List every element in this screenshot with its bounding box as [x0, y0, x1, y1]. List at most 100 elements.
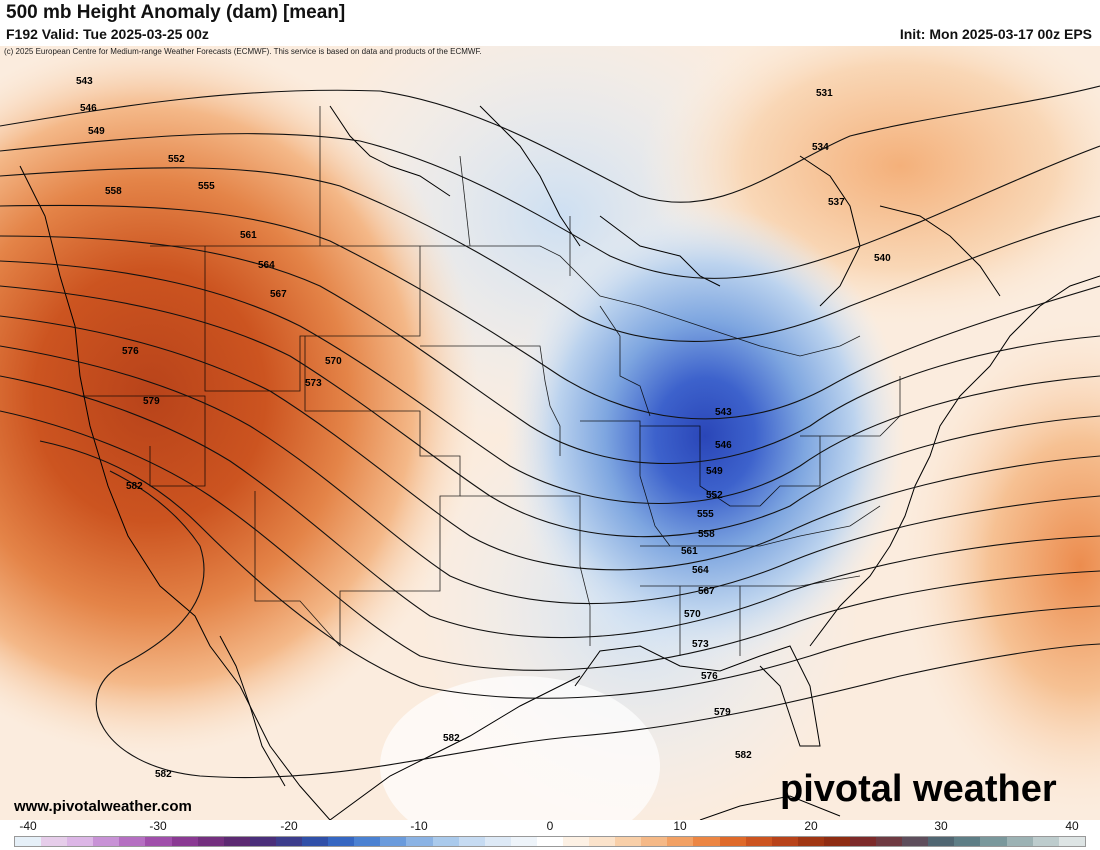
colorbar-swatch	[615, 837, 642, 846]
colorbar-tick: 40	[1065, 819, 1079, 833]
header: 500 mb Height Anomaly (dam) [mean] F192 …	[0, 0, 1100, 48]
colorbar-swatch	[67, 837, 94, 846]
ridge-anomaly	[0, 46, 480, 756]
colorbar-swatch	[1006, 837, 1033, 846]
contour-label-549: 549	[88, 126, 105, 137]
colorbar-swatch	[406, 837, 433, 846]
colorbar-swatch	[510, 837, 537, 846]
contour-label-531: 531	[816, 88, 833, 99]
contour-label-567: 567	[270, 289, 287, 300]
contour-label-573: 573	[305, 378, 322, 389]
contour-label-582-east: 582	[735, 750, 752, 761]
political-borders	[80, 106, 901, 656]
colorbar-swatch	[823, 837, 850, 846]
colorbar-swatch	[15, 837, 42, 846]
colorbar-swatch	[641, 837, 668, 846]
contour-label-552-low: 552	[706, 490, 723, 501]
credit-text: (c) 2025 European Centre for Medium-rang…	[4, 47, 482, 56]
colorbar-swatch	[719, 837, 746, 846]
contour-labels: 543 546 549 552 555 558 561 564 567 570 …	[76, 76, 891, 780]
colorbar-swatch	[275, 837, 303, 846]
valid-time: F192 Valid: Tue 2025-03-25 00z	[6, 26, 209, 42]
contour-label-582-west: 582	[126, 481, 143, 492]
contour-label-546-low: 546	[715, 440, 732, 451]
map-area: 543 546 549 552 555 558 561 564 567 570 …	[0, 46, 1100, 820]
contour-label-579: 579	[143, 396, 160, 407]
colorbar	[14, 836, 1086, 847]
colorbar-swatch	[41, 837, 68, 846]
colorbar-swatch	[562, 837, 590, 846]
contour-label-576: 576	[122, 346, 139, 357]
colorbar-swatch	[797, 837, 824, 846]
colorbar-swatch	[589, 837, 616, 846]
colorbar-tick: 0	[546, 819, 554, 833]
contour-label-582-south: 582	[443, 733, 460, 744]
colorbar-swatch	[93, 837, 120, 846]
contour-label-564: 564	[258, 260, 275, 271]
colorbar-swatch	[745, 837, 772, 846]
contour-label-573-low: 573	[692, 639, 709, 650]
colorbar-tick: -40	[19, 819, 37, 833]
colorbar-swatch	[171, 837, 198, 846]
colorbar-tick: 20	[804, 819, 818, 833]
colorbar-swatch	[432, 837, 459, 846]
init-time: Init: Mon 2025-03-17 00z EPS	[899, 26, 1092, 42]
colorbar-ticks: -40 -30 -20 -10 0 10 20 30 40	[0, 819, 1100, 835]
colorbar-swatch	[980, 837, 1007, 846]
contour-label-561: 561	[240, 230, 257, 241]
colorbar-tick: -30	[149, 819, 167, 833]
colorbar-swatch	[197, 837, 224, 846]
colorbar-swatch	[302, 837, 329, 846]
colorbar-tick: -10	[410, 819, 428, 833]
map-svg: 543 546 549 552 555 558 561 564 567 570 …	[0, 46, 1100, 820]
contour-label-555: 555	[198, 181, 215, 192]
contour-label-579-low: 579	[714, 707, 731, 718]
colorbar-swatch	[458, 837, 485, 846]
contour-label-576-low: 576	[701, 671, 718, 682]
colorbar-swatch	[145, 837, 172, 846]
coastlines	[19, 105, 1100, 820]
contour-label-549-low: 549	[706, 466, 723, 477]
colorbar-tick: 10	[673, 819, 687, 833]
contour-label-570: 570	[325, 356, 342, 367]
map-title: 500 mb Height Anomaly (dam) [mean]	[6, 2, 346, 23]
contour-label-558-low: 558	[698, 529, 715, 540]
colorbar-swatch	[902, 837, 929, 846]
trough-anomaly	[505, 206, 905, 666]
colorbar-swatch	[249, 837, 276, 846]
contour-label-567-low: 567	[698, 586, 715, 597]
contour-label-543: 543	[76, 76, 93, 87]
colorbar-swatch	[771, 837, 798, 846]
contour-label-552: 552	[168, 154, 185, 165]
colorbar-swatch	[928, 837, 955, 846]
contour-label-564-low: 564	[692, 565, 709, 576]
colorbar-swatch	[328, 837, 355, 846]
colorbar-swatch	[484, 837, 511, 846]
contour-label-546: 546	[80, 103, 97, 114]
contour-label-534: 534	[812, 142, 829, 153]
contour-label-537: 537	[828, 197, 845, 208]
contour-label-555-low: 555	[697, 509, 714, 520]
colorbar-swatch	[667, 837, 694, 846]
colorbar-swatch	[380, 837, 407, 846]
colorbar-swatch	[1032, 837, 1059, 846]
colorbar-swatch	[354, 837, 381, 846]
colorbar-swatch	[876, 837, 903, 846]
colorbar-swatch	[119, 837, 146, 846]
contour-label-570-low: 570	[684, 609, 701, 620]
contour-label-558: 558	[105, 186, 122, 197]
height-contours	[0, 85, 1100, 779]
contour-label-582-sw: 582	[155, 769, 172, 780]
contour-label-543-low: 543	[715, 407, 732, 418]
contour-label-540: 540	[874, 253, 891, 264]
colorbar-tick: -20	[280, 819, 298, 833]
colorbar-swatch	[1058, 837, 1085, 846]
colorbar-swatch	[693, 837, 720, 846]
contour-label-561-low: 561	[681, 546, 698, 557]
colorbar-swatch	[536, 837, 563, 846]
brand-logo: pivotal weather	[780, 768, 1057, 810]
colorbar-tick: 30	[934, 819, 948, 833]
website-link[interactable]: www.pivotalweather.com	[14, 798, 192, 815]
colorbar-swatch	[954, 837, 981, 846]
colorbar-swatch	[850, 837, 877, 846]
